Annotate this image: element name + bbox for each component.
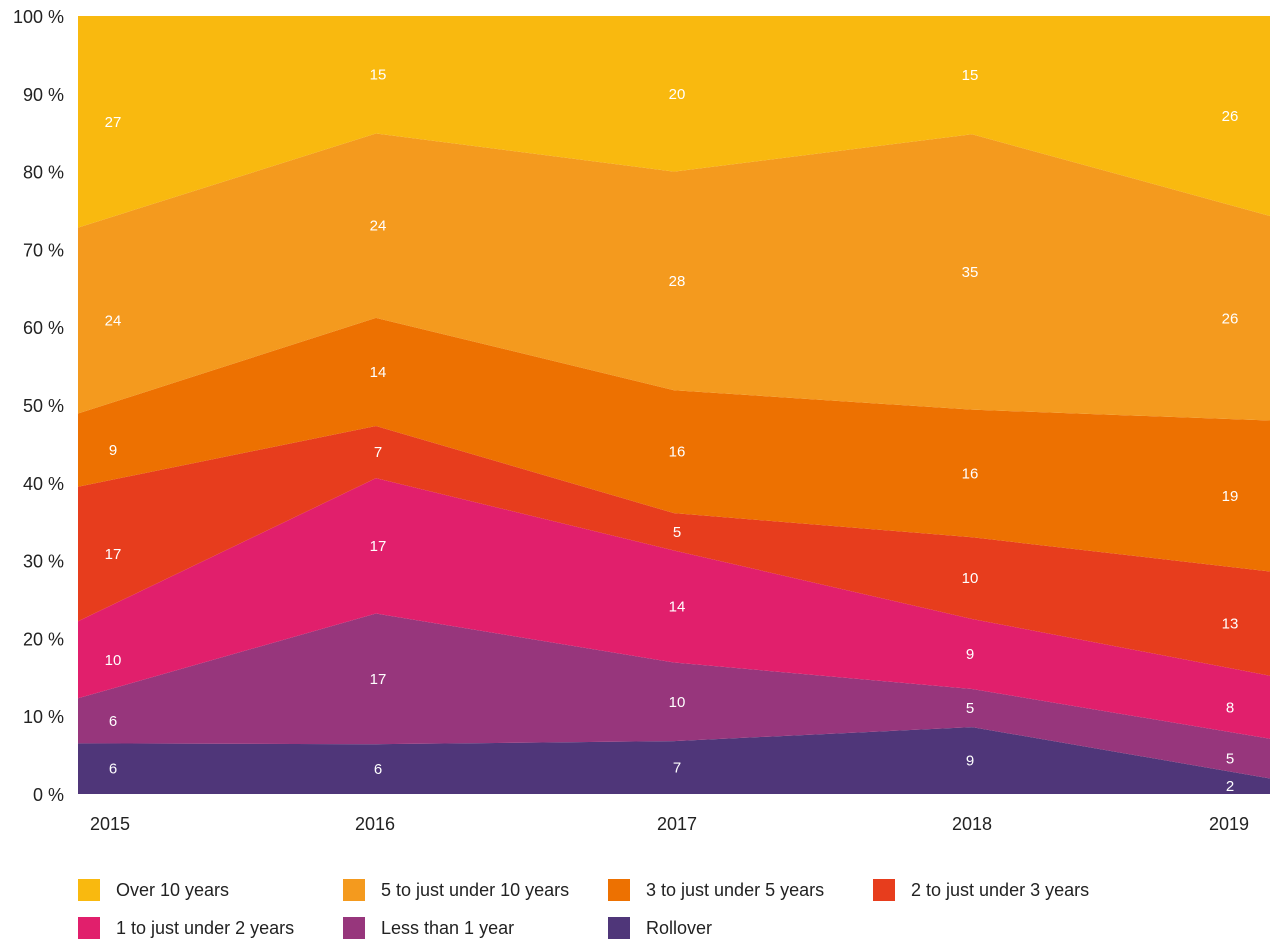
legend-label: 1 to just under 2 years <box>116 917 295 938</box>
data-label: 5 <box>1226 751 1234 768</box>
data-label: 7 <box>673 760 681 777</box>
data-label: 19 <box>1222 488 1239 505</box>
data-label: 9 <box>109 442 117 459</box>
data-label: 20 <box>669 86 686 103</box>
data-label: 17 <box>105 546 122 563</box>
data-label: 27 <box>105 114 122 131</box>
area-5-to-just-under-10-years <box>78 133 1270 421</box>
x-tick-label: 2017 <box>657 814 697 834</box>
legend-swatch <box>608 917 630 939</box>
area-layers <box>78 16 1270 794</box>
data-label: 28 <box>669 273 686 290</box>
data-label: 24 <box>370 218 387 235</box>
data-label: 35 <box>962 264 979 281</box>
y-tick-label: 20 % <box>23 629 64 649</box>
area-over-10-years <box>78 16 1270 228</box>
legend-label: 3 to just under 5 years <box>646 879 825 900</box>
y-tick-label: 100 % <box>13 7 64 27</box>
area-rollover <box>78 727 1270 794</box>
data-label: 2 <box>1226 778 1234 795</box>
legend-label: Over 10 years <box>116 879 230 900</box>
legend-label: 5 to just under 10 years <box>381 879 570 900</box>
y-tick-label: 30 % <box>23 552 64 572</box>
y-tick-label: 40 % <box>23 474 64 494</box>
legend-label: Less than 1 year <box>381 917 515 938</box>
data-label: 16 <box>962 465 979 482</box>
y-tick-label: 60 % <box>23 318 64 338</box>
data-label: 15 <box>962 67 979 84</box>
data-label: 10 <box>962 570 979 587</box>
legend-item-over-10-years: Over 10 years <box>78 877 229 903</box>
data-label: 14 <box>669 599 686 616</box>
x-tick-label: 2019 <box>1209 814 1249 834</box>
legend-item-rollover: Rollover <box>608 915 712 941</box>
y-tick-label: 70 % <box>23 240 64 260</box>
x-tick-label: 2018 <box>952 814 992 834</box>
data-label: 6 <box>109 761 117 778</box>
data-label: 6 <box>109 713 117 730</box>
legend-swatch <box>78 879 100 901</box>
data-label: 26 <box>1222 108 1239 125</box>
legend-swatch <box>343 879 365 901</box>
data-label: 16 <box>669 444 686 461</box>
y-tick-label: 0 % <box>33 785 64 805</box>
area-1-to-just-under-2-years <box>78 478 1270 739</box>
legend-label: 2 to just under 3 years <box>911 879 1090 900</box>
y-tick-label: 50 % <box>23 396 64 416</box>
data-label: 5 <box>966 700 974 717</box>
legend-item-2-to-3-years: 2 to just under 3 years <box>873 877 1089 903</box>
data-label: 10 <box>105 652 122 669</box>
data-label: 17 <box>370 671 387 688</box>
x-tick-label: 2016 <box>355 814 395 834</box>
data-label: 10 <box>669 694 686 711</box>
data-label: 9 <box>966 646 974 663</box>
data-label: 26 <box>1222 310 1239 327</box>
data-label: 15 <box>370 67 387 84</box>
legend-swatch <box>608 879 630 901</box>
data-label: 24 <box>105 313 122 330</box>
y-axis: 0 % 10 % 20 % 30 % 40 % 50 % 60 % 70 % 80 % 90 % 1… <box>13 7 64 805</box>
legend-swatch <box>343 917 365 939</box>
y-tick-label: 90 % <box>23 85 64 105</box>
area-3-to-just-under-5-years <box>78 317 1270 572</box>
data-label: 9 <box>966 753 974 770</box>
data-label: 5 <box>673 524 681 541</box>
legend-item-3-to-5-years: 3 to just under 5 years <box>608 877 824 903</box>
x-tick-label: 2015 <box>90 814 130 834</box>
data-label: 7 <box>374 444 382 461</box>
y-tick-label: 10 % <box>23 707 64 727</box>
area-less-than-1-year <box>78 613 1270 779</box>
x-axis: 2015 2016 2017 2018 2019 <box>90 814 1249 834</box>
y-tick-label: 80 % <box>23 163 64 183</box>
area-2-to-just-under-3-years <box>78 426 1270 676</box>
data-label: 6 <box>374 761 382 778</box>
legend-item-less-than-1-year: Less than 1 year <box>343 915 514 941</box>
data-label: 8 <box>1226 699 1234 716</box>
data-label: 13 <box>1222 616 1239 633</box>
legend-swatch <box>78 917 100 939</box>
legend-swatch <box>873 879 895 901</box>
legend-label: Rollover <box>646 917 713 938</box>
data-label: 17 <box>370 538 387 555</box>
data-label: 14 <box>370 364 387 381</box>
legend-item-1-to-2-years: 1 to just under 2 years <box>78 915 294 941</box>
legend-item-5-to-10-years: 5 to just under 10 years <box>343 877 569 903</box>
